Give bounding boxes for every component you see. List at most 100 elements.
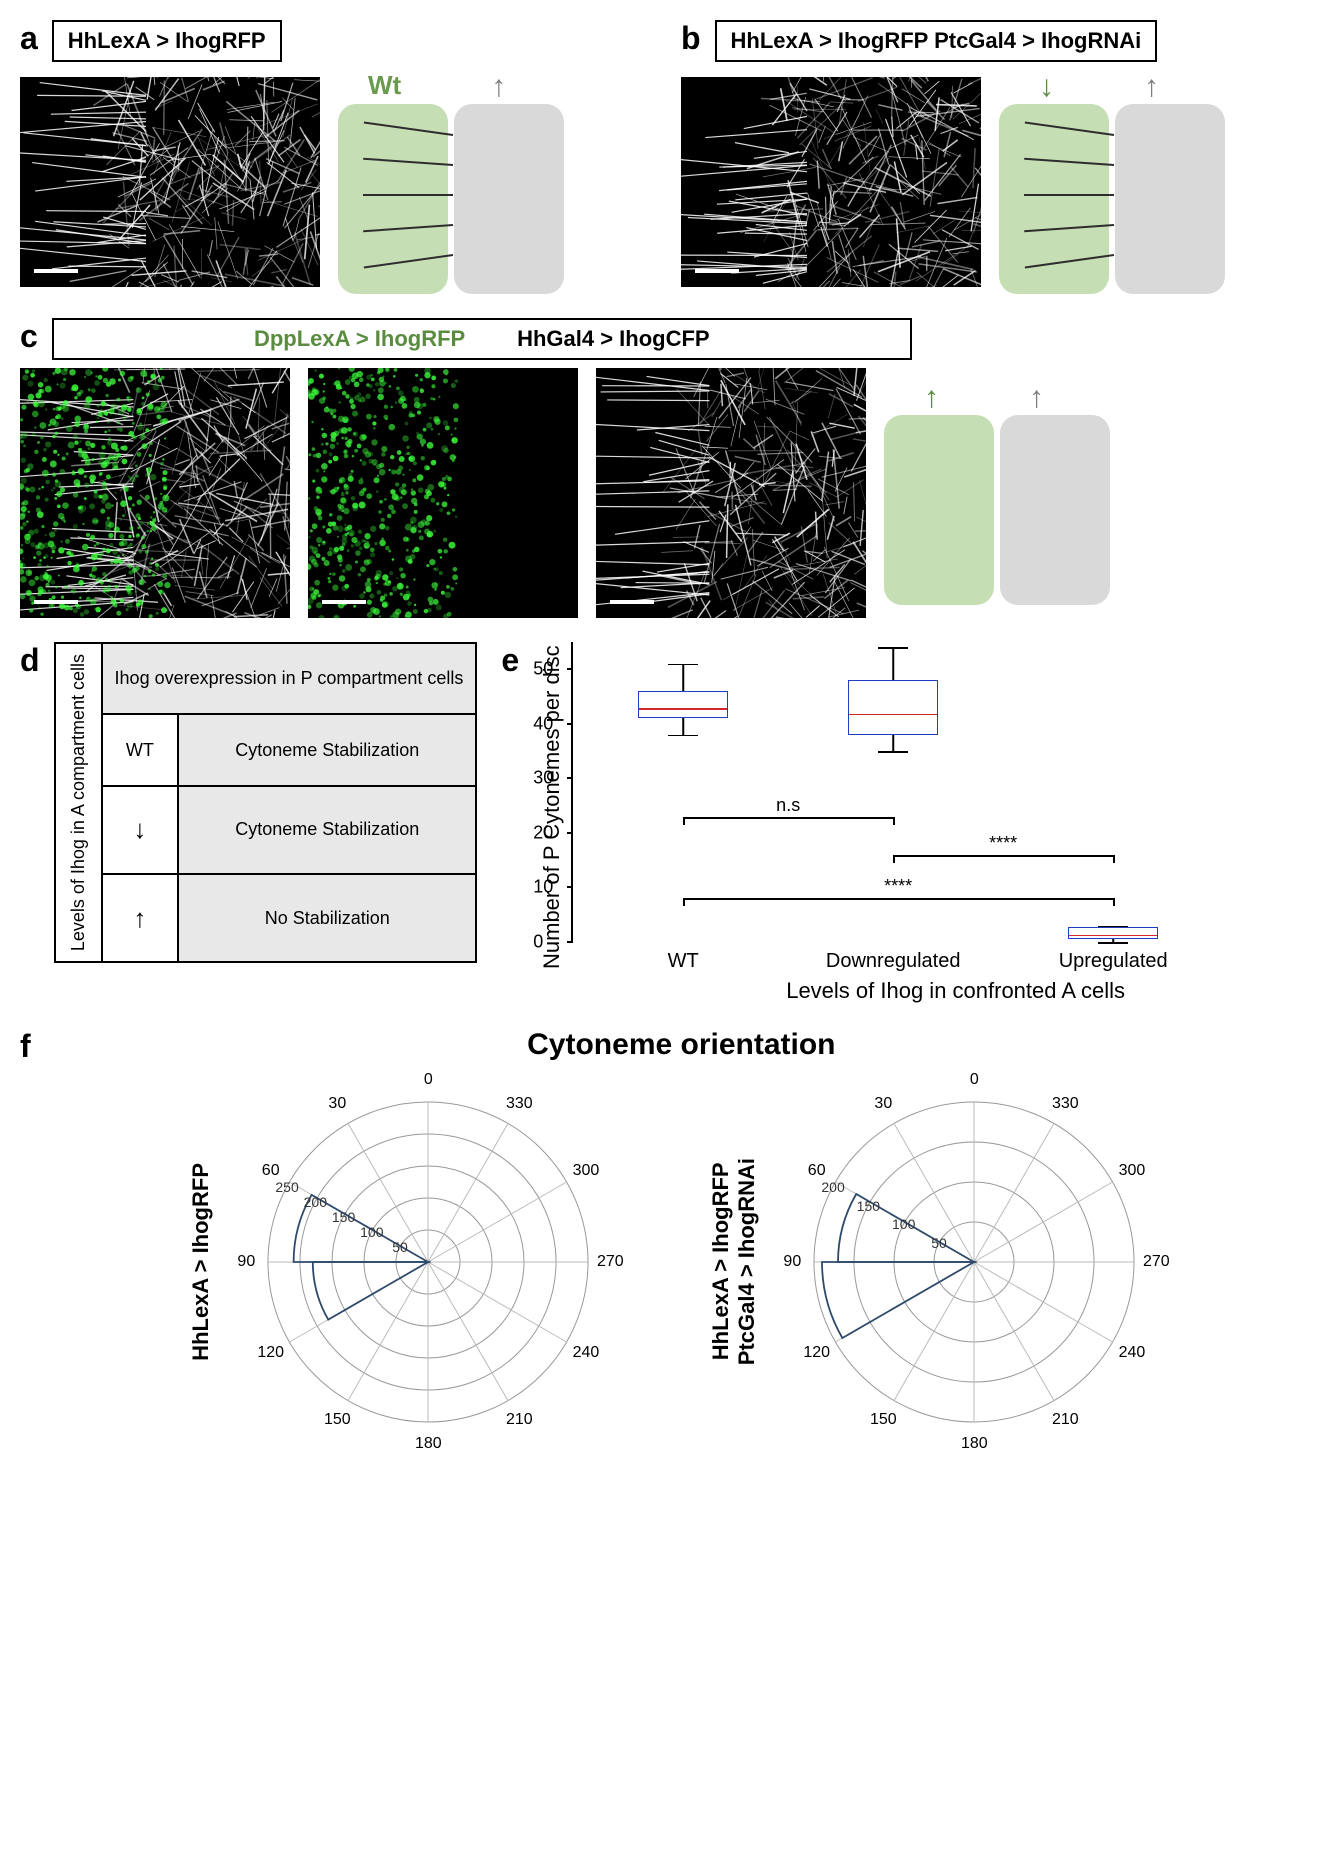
significance-label: **** (884, 876, 912, 897)
whisker-cap (668, 735, 698, 737)
significance-label: n.s (776, 795, 800, 816)
scalebar (322, 600, 366, 604)
up-arrow-icon: ↑ (1029, 381, 1044, 415)
angle-label: 120 (803, 1344, 830, 1362)
y-tick-mark (567, 941, 573, 943)
whisker-cap (878, 751, 908, 753)
compartment-a (338, 104, 448, 294)
cytoneme-line (1024, 194, 1114, 196)
panel-c-title: DppLexA > IhogRFP HhGal4 > IhogCFP (52, 318, 912, 360)
compartment-a (999, 104, 1109, 294)
x-axis-label: Levels of Ihog in confronted A cells (593, 978, 1318, 1004)
panel-b: b HhLexA > IhogRFP PtcGal4 > IhogRNAi ↓ … (681, 20, 1318, 294)
effect-cell: Cytoneme Stabilization (178, 786, 476, 874)
panel-c-micrograph-merge (20, 368, 290, 618)
angle-label: 330 (1052, 1095, 1079, 1113)
angle-label: 0 (424, 1071, 433, 1089)
panel-d-letter: d (20, 642, 40, 679)
angle-label: 90 (237, 1253, 255, 1271)
panel-b-letter: b (681, 20, 701, 57)
cond-cell: ↓ (102, 786, 179, 874)
panel-f-letter: f (20, 1028, 31, 1065)
significance-tick (683, 898, 685, 906)
rose-plot-vtitle: HhLexA > IhogRFP (188, 1163, 214, 1361)
angle-label: 180 (961, 1435, 988, 1453)
rose-plot-block: HhLexA > IhogRFPPtcGal4 > IhogRNAi030609… (708, 1062, 1174, 1462)
table-row: ↑ No Stabilization (55, 874, 477, 962)
figure: a HhLexA > IhogRFP Wt ↑ (20, 20, 1318, 1462)
significance-tick (893, 855, 895, 863)
cytoneme-line (363, 158, 453, 166)
radius-label: 50 (392, 1239, 408, 1255)
rose-plot: 0306090120150180210240270300330501001502… (228, 1062, 628, 1462)
panel-c-title-green: DppLexA > IhogRFP (254, 326, 465, 351)
cytoneme-line (1024, 158, 1114, 166)
radius-label: 50 (931, 1235, 947, 1251)
radius-label: 150 (332, 1209, 355, 1225)
panel-c-micrograph-green (308, 368, 578, 618)
significance-bar (683, 817, 893, 819)
y-tick-label: 50 (533, 659, 553, 680)
scalebar (34, 269, 78, 273)
panel-a-letter: a (20, 20, 38, 57)
compartment-a (884, 415, 994, 605)
box (848, 680, 938, 735)
panel-c-letter: c (20, 318, 38, 355)
significance-bar (893, 855, 1113, 857)
significance-tick (893, 817, 895, 825)
panel-d-side-label: Levels of Ihog in A compartment cells (55, 643, 102, 962)
angle-label: 120 (257, 1344, 284, 1362)
scalebar (695, 269, 739, 273)
cond-cell: ↑ (102, 874, 179, 962)
row-de: d Levels of Ihog in A compartment cells … (20, 642, 1318, 1004)
median-line (1069, 935, 1157, 937)
compartment-p (1115, 104, 1225, 294)
cond-cell: WT (102, 714, 179, 785)
panel-a: a HhLexA > IhogRFP Wt ↑ (20, 20, 657, 294)
significance-label: **** (989, 833, 1017, 854)
angle-label: 60 (808, 1162, 826, 1180)
whisker-cap (668, 664, 698, 666)
panel-a-schematic: Wt ↑ (338, 70, 564, 294)
angle-label: 240 (1119, 1344, 1146, 1362)
angle-label: 150 (324, 1411, 351, 1429)
y-tick-mark (567, 832, 573, 834)
y-tick-mark (567, 668, 573, 670)
whisker (892, 647, 894, 680)
down-arrow-icon: ↓ (1039, 70, 1054, 104)
up-arrow-icon: ↑ (1144, 70, 1159, 104)
y-axis-label: Number of P Cytonemes per disc (533, 642, 571, 972)
significance-tick (1113, 898, 1115, 906)
whisker (682, 718, 684, 734)
y-tick-label: 10 (533, 877, 553, 898)
cytoneme-line (1025, 254, 1114, 269)
y-tick-label: 0 (533, 932, 543, 953)
angle-label: 150 (870, 1411, 897, 1429)
panel-c: c DppLexA > IhogRFP HhGal4 > IhogCFP ↑ ↑ (20, 318, 1318, 618)
angle-label: 30 (328, 1095, 346, 1113)
panel-d: d Levels of Ihog in A compartment cells … (20, 642, 477, 963)
whisker (892, 735, 894, 751)
panel-f: f Cytoneme orientation HhLexA > IhogRFP0… (20, 1028, 1318, 1462)
panel-a-micrograph (20, 77, 320, 287)
cytoneme-line (364, 254, 453, 269)
cytoneme-line (1024, 224, 1114, 232)
radius-label: 150 (857, 1198, 880, 1214)
radius-label: 250 (275, 1179, 298, 1195)
panel-b-schematic: ↓ ↑ (999, 70, 1225, 294)
significance-tick (683, 817, 685, 825)
radius-label: 100 (360, 1224, 383, 1240)
panel-b-title: HhLexA > IhogRFP PtcGal4 > IhogRNAi (715, 20, 1158, 62)
angle-label: 330 (506, 1095, 533, 1113)
panel-e-letter: e (501, 642, 519, 679)
effect-cell: Cytoneme Stabilization (178, 714, 476, 785)
box (638, 691, 728, 718)
effect-cell: No Stabilization (178, 874, 476, 962)
scalebar (610, 600, 654, 604)
cytoneme-line (364, 121, 453, 136)
rose-plots-wrap: HhLexA > IhogRFP030609012015018021024027… (45, 1062, 1318, 1462)
median-line (639, 708, 727, 710)
scalebar (34, 600, 78, 604)
whisker (682, 664, 684, 691)
y-tick-label: 40 (533, 713, 553, 734)
